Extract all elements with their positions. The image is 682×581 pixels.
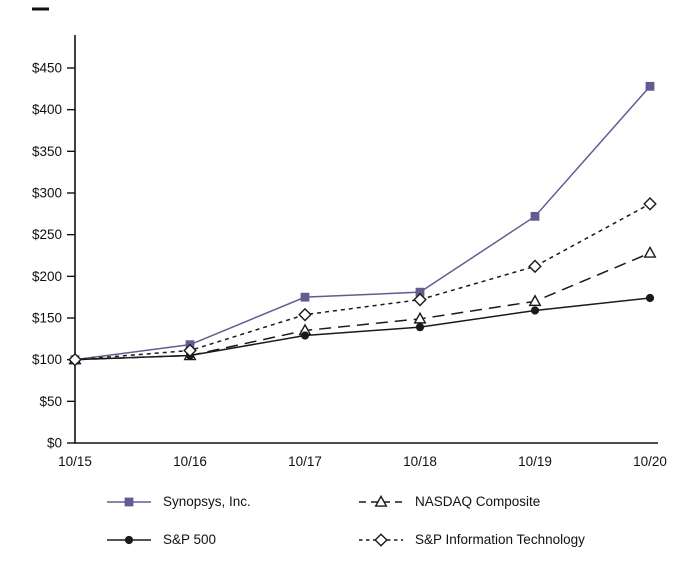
legend-marker-sp500-icon <box>107 535 151 544</box>
diamond-marker-icon <box>183 343 197 358</box>
diamond-marker-icon <box>298 307 312 322</box>
legend-item-synopsys: Synopsys, Inc. <box>106 494 358 509</box>
series-line-2 <box>74 297 651 361</box>
y-tick-label: $100 <box>32 352 62 367</box>
circle-marker-icon <box>124 535 134 544</box>
legend-marker-sp-it-icon <box>359 532 403 547</box>
diamond-marker-icon <box>413 292 427 307</box>
circle-marker-icon <box>645 293 655 303</box>
series-line-0 <box>74 85 651 361</box>
diamond-marker-icon <box>528 259 542 274</box>
circle-marker-icon <box>530 306 540 315</box>
x-tick-label: 10/17 <box>288 454 322 469</box>
triangle-marker-icon <box>643 245 657 258</box>
square-marker-icon <box>300 292 310 302</box>
legend-label-sp500: S&P 500 <box>163 532 217 547</box>
square-marker-icon <box>415 287 425 297</box>
square-marker-icon <box>530 211 540 221</box>
series-line-3 <box>74 203 651 361</box>
series-line-1 <box>74 252 651 361</box>
legend-label-synopsys: Synopsys, Inc. <box>163 494 251 509</box>
legend-item-nasdaq-composite: NASDAQ Composite <box>358 494 682 509</box>
square-marker-icon <box>645 81 655 91</box>
x-tick-label: 10/19 <box>518 454 552 469</box>
triangle-marker-icon <box>374 494 388 507</box>
y-tick-label: $250 <box>32 227 62 242</box>
x-tick-label: 10/20 <box>633 454 667 469</box>
chart-plot-area: $0 $50 $100 $150 $200 $250 $300 $350 $400 $450 10/… <box>32 7 667 469</box>
legend-label-nasdaq-composite: NASDAQ Composite <box>415 494 541 509</box>
diamond-marker-icon <box>68 352 82 367</box>
legend-marker-nasdaq-icon <box>359 494 403 507</box>
square-marker-icon <box>124 497 134 506</box>
circle-marker-icon <box>300 331 310 340</box>
diamond-marker-icon <box>643 197 657 211</box>
legend-marker-synopsys-icon <box>107 497 151 506</box>
x-tick-label: 10/18 <box>403 454 437 469</box>
y-tick-label: $150 <box>32 311 62 326</box>
triangle-marker-icon <box>413 311 427 324</box>
y-tick-label: $50 <box>39 394 62 409</box>
y-tick-label: $350 <box>32 144 62 159</box>
legend-item-sp500: S&P 500 <box>106 532 358 547</box>
y-tick-label: $450 <box>32 61 62 76</box>
triangle-marker-icon <box>528 294 542 307</box>
chart-legend: Synopsys, Inc. NASDAQ Composite S&P 500 … <box>0 494 682 547</box>
y-tick-label: $400 <box>32 102 62 117</box>
legend-item-sp-information-technology: S&P Information Technology <box>358 532 682 547</box>
diamond-marker-icon <box>374 532 388 547</box>
x-tick-label: 10/16 <box>173 454 207 469</box>
y-tick-label: $300 <box>32 186 62 201</box>
x-tick-label: 10/15 <box>58 454 92 469</box>
circle-marker-icon <box>415 323 425 332</box>
legend-label-sp-information-technology: S&P Information Technology <box>415 532 585 547</box>
y-tick-label: $200 <box>32 269 62 284</box>
y-tick-label: $0 <box>47 436 62 451</box>
